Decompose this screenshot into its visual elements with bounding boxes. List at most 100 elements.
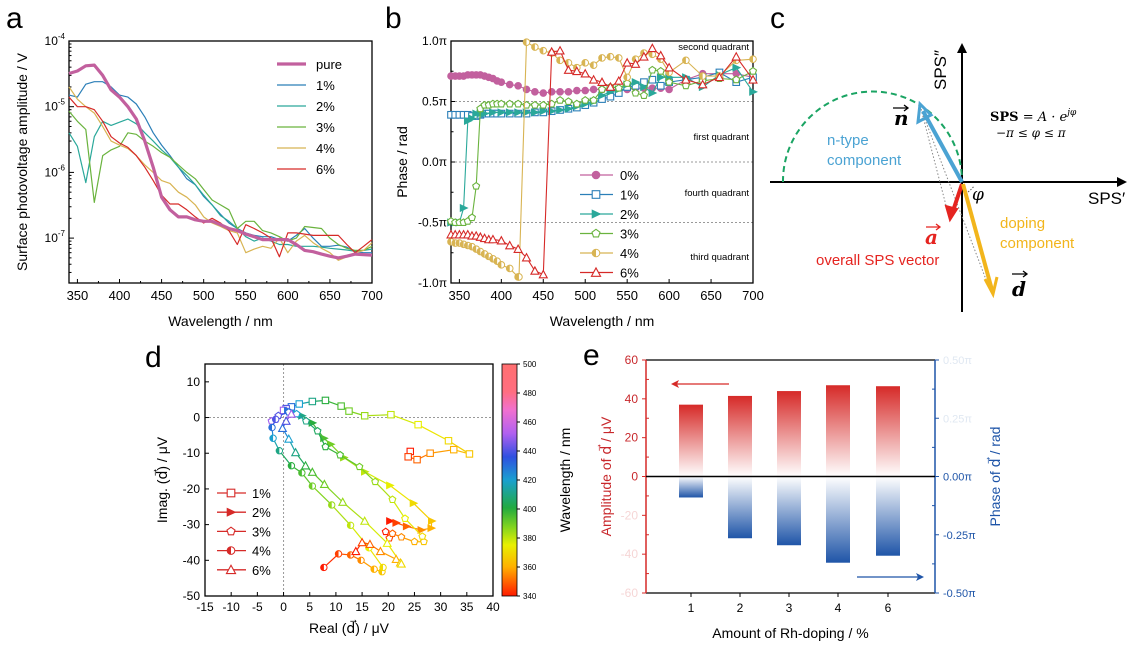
data-point-fill <box>498 261 502 269</box>
data-point <box>397 532 406 541</box>
data-point <box>656 66 665 75</box>
data-point-fill <box>464 242 468 249</box>
x-tick-label: 450 <box>151 288 173 303</box>
sps-equation: SPS = A · ejφ <box>990 108 1077 125</box>
doping-label-1: doping <box>1000 215 1045 232</box>
data-point <box>286 408 297 418</box>
data-point-fill <box>379 564 384 571</box>
data-point <box>496 235 507 245</box>
data-point <box>622 57 633 67</box>
data-point-fill <box>506 265 510 272</box>
data-point-fill <box>615 54 619 62</box>
data-point <box>386 517 395 526</box>
x-tick-label: 400 <box>490 288 512 303</box>
data-point <box>313 426 322 435</box>
data-point <box>271 415 280 424</box>
data-point <box>337 497 348 506</box>
data-point-fill <box>370 566 375 573</box>
data-point <box>514 81 522 90</box>
legend-label-4%: 4% <box>316 141 335 156</box>
y-tick-label: -0.5π <box>418 216 447 230</box>
y-tick-label: 1.0π <box>422 34 447 48</box>
phase-range: −π ≤ φ ≤ π <box>996 126 1067 140</box>
data-point <box>522 85 531 94</box>
x-tick-label: 20 <box>382 600 396 614</box>
data-point <box>404 453 412 461</box>
data-point-fill <box>347 522 351 529</box>
legend-label-2%: 2% <box>316 99 335 114</box>
data-point <box>598 54 606 62</box>
x-tick-label: 3 <box>786 601 793 615</box>
series-segment <box>404 518 423 537</box>
data-point <box>321 442 330 451</box>
data-point <box>489 108 498 117</box>
legend-label-1%: 1% <box>620 188 639 203</box>
plot-frame <box>204 363 494 597</box>
data-point <box>360 412 369 420</box>
data-point <box>698 72 707 80</box>
data-point-fill <box>581 59 586 67</box>
data-point <box>639 91 649 99</box>
dotted-guide-2 <box>920 108 950 218</box>
legend-marker-1% <box>591 190 601 199</box>
x-axis-label: Wavelength / nm <box>168 313 273 329</box>
data-point <box>556 56 564 65</box>
data-point <box>631 88 640 97</box>
data-point <box>357 537 367 547</box>
colorbar-tick-label: 500 <box>523 360 537 369</box>
left-y-tick-label: -40 <box>621 547 639 561</box>
data-point-fill <box>320 564 324 571</box>
data-point-fill <box>590 61 594 69</box>
data-point <box>614 54 623 62</box>
x-tick-label: 500 <box>193 288 215 303</box>
data-point <box>546 46 557 56</box>
data-point <box>556 88 564 96</box>
series-segment <box>374 481 393 501</box>
data-point <box>392 518 402 527</box>
data-point <box>530 100 539 109</box>
data-point <box>497 261 506 269</box>
data-point <box>281 416 291 425</box>
data-point <box>648 50 657 59</box>
legend-marker-3% <box>226 526 236 536</box>
doping-label-2: component <box>1000 235 1075 252</box>
data-point <box>514 108 524 117</box>
data-point <box>396 558 407 568</box>
quadrant-annotation: second quadrant <box>678 42 749 53</box>
data-point <box>382 538 392 547</box>
data-point <box>606 52 615 61</box>
data-point <box>357 556 365 565</box>
data-point-fill <box>357 557 362 564</box>
data-point <box>426 449 434 457</box>
legend-label-6%: 6% <box>620 266 639 281</box>
legend-marker-4% <box>591 248 601 258</box>
amplitude-bar-1 <box>679 404 703 477</box>
data-point <box>749 87 758 96</box>
data-point <box>648 88 658 98</box>
data-point <box>268 423 276 432</box>
series-4% <box>268 415 387 576</box>
data-point <box>732 63 742 72</box>
vector-n-label: n <box>894 106 909 130</box>
phase-bar-4 <box>826 476 850 563</box>
legend-marker-0% <box>591 170 601 180</box>
data-point-fill <box>481 250 485 258</box>
data-point <box>564 88 573 96</box>
data-point <box>714 72 725 82</box>
data-point <box>605 81 616 91</box>
left-y-tick-label: 40 <box>625 392 639 406</box>
data-point <box>355 462 364 471</box>
legend-marker-6% <box>590 266 602 277</box>
data-point <box>409 499 419 508</box>
data-point <box>613 75 624 85</box>
data-point <box>472 181 481 190</box>
data-point <box>539 107 549 116</box>
phase-bar-6 <box>876 476 900 556</box>
data-point <box>505 99 514 108</box>
data-point <box>682 56 690 65</box>
data-point <box>488 234 498 244</box>
data-point <box>505 80 514 89</box>
data-point-fill <box>749 55 753 63</box>
x-tick-label: 400 <box>109 288 131 303</box>
data-point-fill <box>598 54 602 62</box>
